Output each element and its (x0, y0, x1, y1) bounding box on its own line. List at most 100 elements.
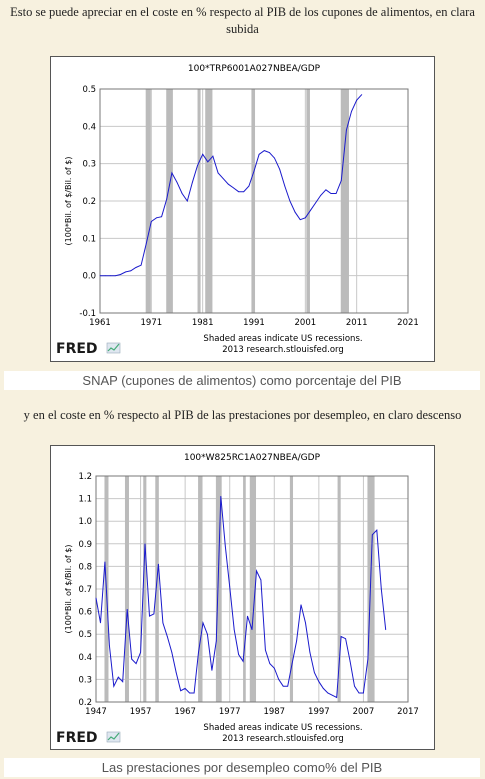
data-point (150, 221, 152, 222)
y-tick-label: 0.0 (82, 272, 96, 282)
data-point (198, 651, 199, 653)
data-point (158, 563, 159, 565)
data-point (145, 243, 147, 245)
y-tick-label: 0.9 (78, 540, 92, 550)
data-point (361, 94, 363, 95)
data-point (325, 189, 327, 191)
y-tick-label: 0.3 (82, 160, 96, 170)
recession-bar (197, 89, 201, 313)
y-tick-label: 0.2 (82, 197, 96, 207)
recession-bar (251, 89, 256, 313)
data-point (335, 193, 337, 194)
data-point (340, 636, 342, 637)
data-point (166, 636, 168, 637)
x-tick-label: 1997 (308, 707, 330, 717)
data-point (153, 613, 155, 615)
x-tick-label: 1967 (174, 707, 196, 717)
data-point (212, 155, 214, 157)
data-point (299, 219, 301, 221)
data-point (263, 150, 265, 151)
y-tick-label: 0.2 (78, 698, 92, 708)
data-point (291, 663, 293, 664)
series-line (100, 94, 363, 277)
data-point (289, 200, 291, 202)
recession-bar (337, 476, 341, 702)
recession-bar (198, 476, 203, 702)
chart-title: 100*W825RC1A027NBEA/GDP (184, 453, 321, 463)
y-tick-label: 0.7 (78, 585, 92, 595)
data-point (233, 629, 235, 631)
data-point (108, 645, 110, 646)
data-point (144, 543, 146, 545)
data-point (100, 622, 101, 624)
data-point (260, 579, 262, 581)
data-point (176, 181, 178, 183)
data-point (104, 275, 106, 277)
chart-caption-2: Las prestaciones por desempleo como% del… (4, 758, 480, 777)
data-point (356, 99, 358, 101)
data-point (215, 640, 217, 642)
y-tick-label: 0.6 (78, 608, 92, 618)
data-point (248, 185, 250, 187)
data-point (115, 275, 116, 277)
x-tick-label: 1991 (243, 318, 265, 328)
data-point (269, 663, 271, 664)
data-point (340, 180, 342, 181)
data-point (253, 170, 255, 172)
data-point (130, 270, 132, 272)
data-point (351, 111, 352, 112)
data-point (207, 161, 209, 163)
data-point (131, 658, 133, 660)
recession-bar (215, 476, 222, 702)
data-point (327, 692, 329, 694)
data-point (314, 672, 315, 674)
fred-logo-icon-line (107, 343, 120, 352)
data-point (385, 629, 387, 631)
data-point (258, 153, 260, 155)
data-point (193, 692, 195, 694)
footnote-line-2: 2013 research.stlouisfed.org (222, 734, 344, 744)
footnote-line-1: Shaded areas indicate US recessions. (203, 334, 362, 344)
recession-bar (340, 89, 349, 313)
data-point (99, 275, 101, 277)
chart-title: 100*TRP6001A027NBEA/GDP (188, 64, 321, 74)
data-point (202, 622, 204, 624)
data-point (282, 685, 284, 687)
data-point (224, 545, 226, 547)
x-tick-label: 2001 (295, 318, 317, 328)
data-point (330, 193, 332, 194)
y-tick-label: 0.3 (78, 675, 92, 685)
data-point (140, 651, 141, 653)
chart-figure-2: 100*W825RC1A027NBEA/GDP 0.2 0.3 0.4 0.5 0.6 0.… (50, 445, 435, 750)
fred-logo: FRED (56, 730, 98, 746)
fred-logo-icon-line (107, 732, 120, 741)
x-tick-label: 1977 (219, 707, 241, 717)
data-point (171, 172, 173, 174)
series-line (95, 496, 387, 699)
data-point (264, 649, 266, 651)
data-point (376, 529, 378, 531)
data-point (125, 271, 127, 273)
y-tick-label: 0.5 (78, 630, 92, 640)
x-tick-label: 1971 (141, 318, 163, 328)
data-point (279, 168, 281, 170)
data-point (367, 658, 369, 660)
data-point (304, 217, 306, 219)
y-tick-label: 0.4 (82, 122, 96, 132)
y-axis-label: (100*Bil. of $/Bil. of $) (64, 545, 73, 634)
x-tick-label: 2021 (397, 318, 419, 328)
data-point (126, 608, 128, 610)
unemployment-chart: 100*W825RC1A027NBEA/GDP 0.2 0.3 0.4 0.5 0.6 0.… (56, 453, 419, 746)
data-point (371, 534, 373, 536)
data-point (189, 692, 191, 694)
data-point (109, 275, 111, 277)
data-point (162, 622, 164, 624)
y-tick-label: -0.1 (79, 309, 96, 319)
data-point (309, 651, 311, 653)
data-point (300, 604, 302, 606)
data-point (251, 629, 253, 631)
data-point (243, 191, 245, 193)
data-point (104, 561, 106, 563)
y-tick-label: 0.8 (78, 562, 92, 572)
data-point (186, 200, 188, 202)
